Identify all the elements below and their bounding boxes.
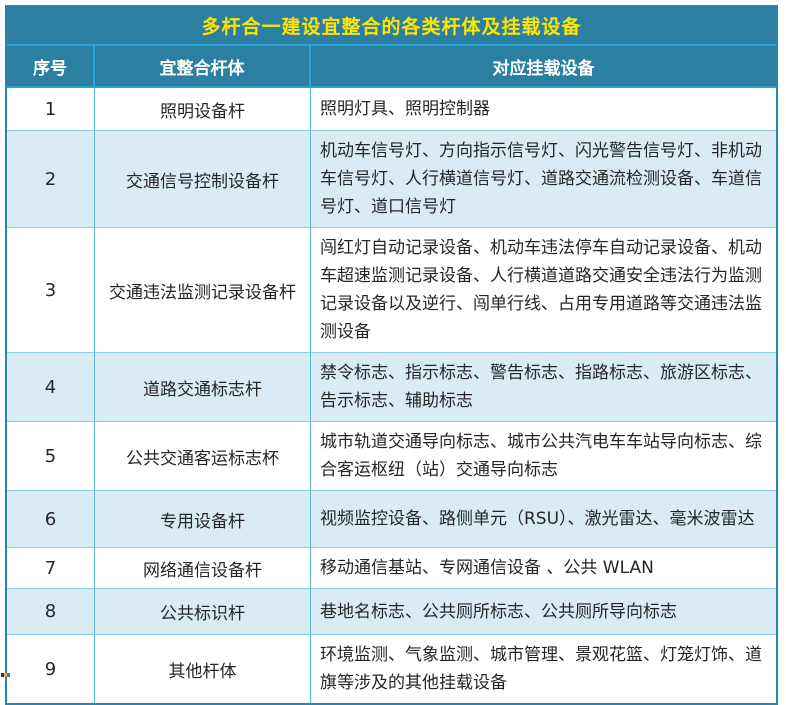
pole-name-cell: 照明设备杆 bbox=[95, 88, 311, 130]
devices-cell: 移动通信基站、专网通信设备 、公共 WLAN bbox=[320, 558, 654, 578]
row-number-cell: 8 bbox=[7, 589, 95, 634]
devices-cell: 禁令标志、指示标志、警告标志、指路标志、旅游区标志、告示标志、辅助标志 bbox=[320, 363, 762, 411]
pole-name-cell: 专用设备杆 bbox=[95, 491, 311, 547]
pole-name-cell: 交通违法监测记录设备杆 bbox=[95, 228, 311, 352]
row-number-cell: 3 bbox=[7, 228, 95, 352]
table-row: 7 网络通信设备杆 移动通信基站、专网通信设备 、公共 WLAN bbox=[7, 547, 776, 588]
devices-cell: 机动车信号灯、方向指示信号灯、闪光警告信号灯、非机动车信号灯、人行横道信号灯、道… bbox=[320, 141, 762, 217]
devices-cell: 闯红灯自动记录设备、机动车违法停车自动记录设备、机动车超速监测记录设备、人行横道… bbox=[320, 238, 762, 342]
table-row: 6 专用设备杆 视频监控设备、路侧单元（RSU）、激光雷达、毫米波雷达 bbox=[7, 490, 776, 547]
devices-cell: 城市轨道交通导向标志、城市公共汽电车车站导向标志、综合客运枢纽（站）交通导向标志 bbox=[320, 432, 762, 480]
column-header-pole: 宜整合杆体 bbox=[95, 46, 311, 86]
table-row: 2 交通信号控制设备杆 机动车信号灯、方向指示信号灯、闪光警告信号灯、非机动车信… bbox=[7, 130, 776, 227]
pole-name-cell: 公共标识杆 bbox=[95, 589, 311, 634]
table-title: 多杆合一建设宜整合的各类杆体及挂载设备 bbox=[7, 7, 776, 46]
row-number-cell: 2 bbox=[7, 131, 95, 227]
table-header-row: 序号 宜整合杆体 对应挂载设备 bbox=[7, 46, 776, 88]
row-number-cell: 7 bbox=[7, 548, 95, 588]
table-row: 3 交通违法监测记录设备杆 闯红灯自动记录设备、机动车违法停车自动记录设备、机动… bbox=[7, 227, 776, 352]
pole-name-cell: 道路交通标志杆 bbox=[95, 353, 311, 421]
devices-cell: 巷地名标志、公共厕所标志、公共厕所导向标志 bbox=[320, 601, 677, 622]
table-row: 4 道路交通标志杆 禁令标志、指示标志、警告标志、指路标志、旅游区标志、告示标志… bbox=[7, 352, 776, 421]
devices-cell: 视频监控设备、路侧单元（RSU）、激光雷达、毫米波雷达 bbox=[320, 509, 755, 529]
pole-name-cell: 网络通信设备杆 bbox=[95, 548, 311, 588]
devices-cell: 环境监测、气象监测、城市管理、景观花篮、灯笼灯饰、道旗等涉及的其他挂载设备 bbox=[320, 645, 762, 693]
devices-cell: 照明灯具、照明控制器 bbox=[320, 99, 490, 119]
row-number-cell: 4 bbox=[7, 353, 95, 421]
row-number-cell: 5 bbox=[7, 422, 95, 490]
row-number-cell: 6 bbox=[7, 491, 95, 547]
screenshot-artifact bbox=[1, 673, 10, 677]
pole-integration-table: 多杆合一建设宜整合的各类杆体及挂载设备 序号 宜整合杆体 对应挂载设备 1 照明… bbox=[5, 5, 778, 705]
pole-name-cell: 公共交通客运标志杯 bbox=[95, 422, 311, 490]
pole-name-cell: 交通信号控制设备杆 bbox=[95, 131, 311, 227]
table-row: 9 其他杆体 环境监测、气象监测、城市管理、景观花篮、灯笼灯饰、道旗等涉及的其他… bbox=[7, 634, 776, 703]
row-number-cell: 9 bbox=[7, 635, 95, 703]
table-body: 1 照明设备杆 照明灯具、照明控制器 2 交通信号控制设备杆 机动车信号灯、方向… bbox=[7, 88, 776, 703]
table-row: 8 公共标识杆 巷地名标志、公共厕所标志、公共厕所导向标志 bbox=[7, 588, 776, 634]
column-header-index: 序号 bbox=[7, 46, 95, 86]
pole-name-cell: 其他杆体 bbox=[95, 635, 311, 703]
table-row: 1 照明设备杆 照明灯具、照明控制器 bbox=[7, 88, 776, 130]
row-number-cell: 1 bbox=[7, 88, 95, 130]
column-header-devices: 对应挂载设备 bbox=[492, 58, 595, 79]
table-row: 5 公共交通客运标志杯 城市轨道交通导向标志、城市公共汽电车车站导向标志、综合客… bbox=[7, 421, 776, 490]
